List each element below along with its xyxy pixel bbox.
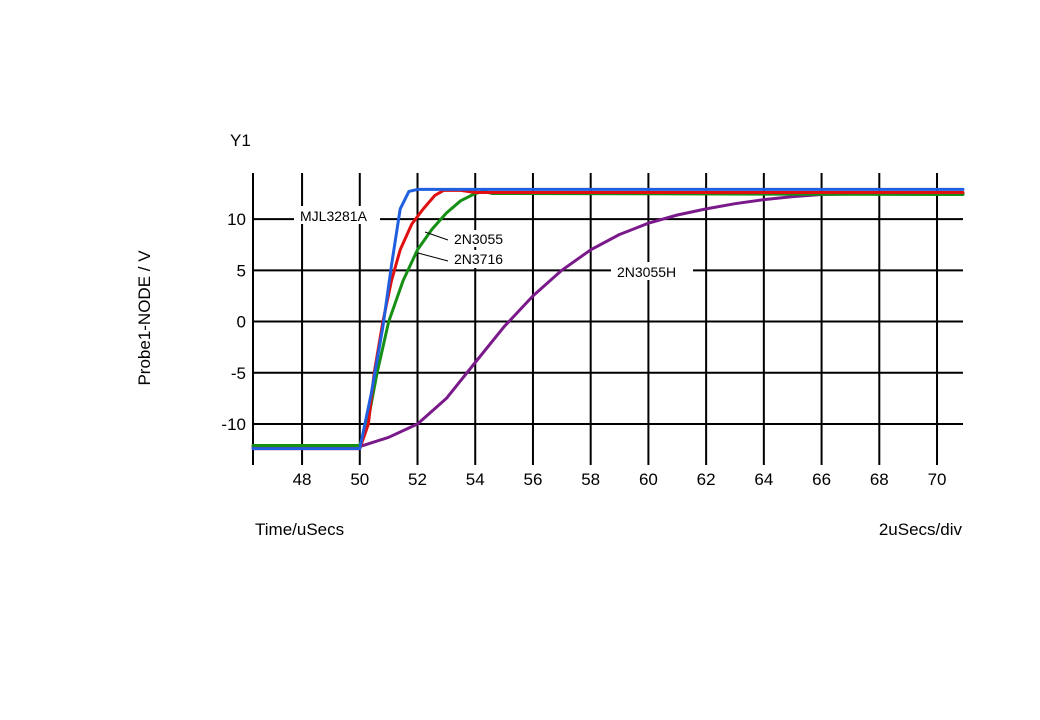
label-background <box>294 206 380 224</box>
x-tick-label: 56 <box>523 470 542 489</box>
y-axis-group-label: Y1 <box>230 131 251 150</box>
y-tick-label: 5 <box>237 261 246 280</box>
y-tick-label: -5 <box>231 364 246 383</box>
series-label-mjl3281a: MJL3281A <box>294 206 380 224</box>
series-label-2n3055h: 2N3055H <box>611 262 693 280</box>
x-tick-label: 48 <box>293 470 312 489</box>
series-line-2n3055h <box>251 192 965 449</box>
grid <box>252 173 963 465</box>
y-axis-title: Probe1-NODE / V <box>135 250 154 386</box>
x-axis-title: Time/uSecs <box>255 520 344 539</box>
y-tick-label: 10 <box>227 210 246 229</box>
x-tick-label: 64 <box>754 470 773 489</box>
series-line-mjl3281a <box>251 187 965 451</box>
x-tick-label: 58 <box>581 470 600 489</box>
y-tick-label: 0 <box>237 313 246 332</box>
series-label-text: MJL3281A <box>300 208 368 224</box>
x-tick-label: 50 <box>350 470 369 489</box>
x-tick-label: 60 <box>639 470 658 489</box>
x-tick-label: 66 <box>812 470 831 489</box>
x-tick-label: 68 <box>870 470 889 489</box>
series-label-2n3055: 2N3055 <box>424 230 520 247</box>
series-label-text: 2N3055 <box>454 231 503 247</box>
x-tick-label: 62 <box>697 470 716 489</box>
series-label-text: 2N3055H <box>617 264 676 280</box>
x-tick-label: 70 <box>928 470 947 489</box>
label-background <box>611 262 693 280</box>
series-label-text: 2N3716 <box>454 251 503 267</box>
y-tick-label: -10 <box>221 415 246 434</box>
x-tick-label: 54 <box>466 470 485 489</box>
x-scale-note: 2uSecs/div <box>879 520 963 539</box>
label-background <box>448 250 520 268</box>
x-tick-label: 52 <box>408 470 427 489</box>
label-background <box>448 230 520 247</box>
series-label-2n3716: 2N3716 <box>417 250 520 268</box>
label-leader-line <box>424 231 449 241</box>
label-leader-line <box>417 252 449 262</box>
series-lines <box>251 187 965 451</box>
